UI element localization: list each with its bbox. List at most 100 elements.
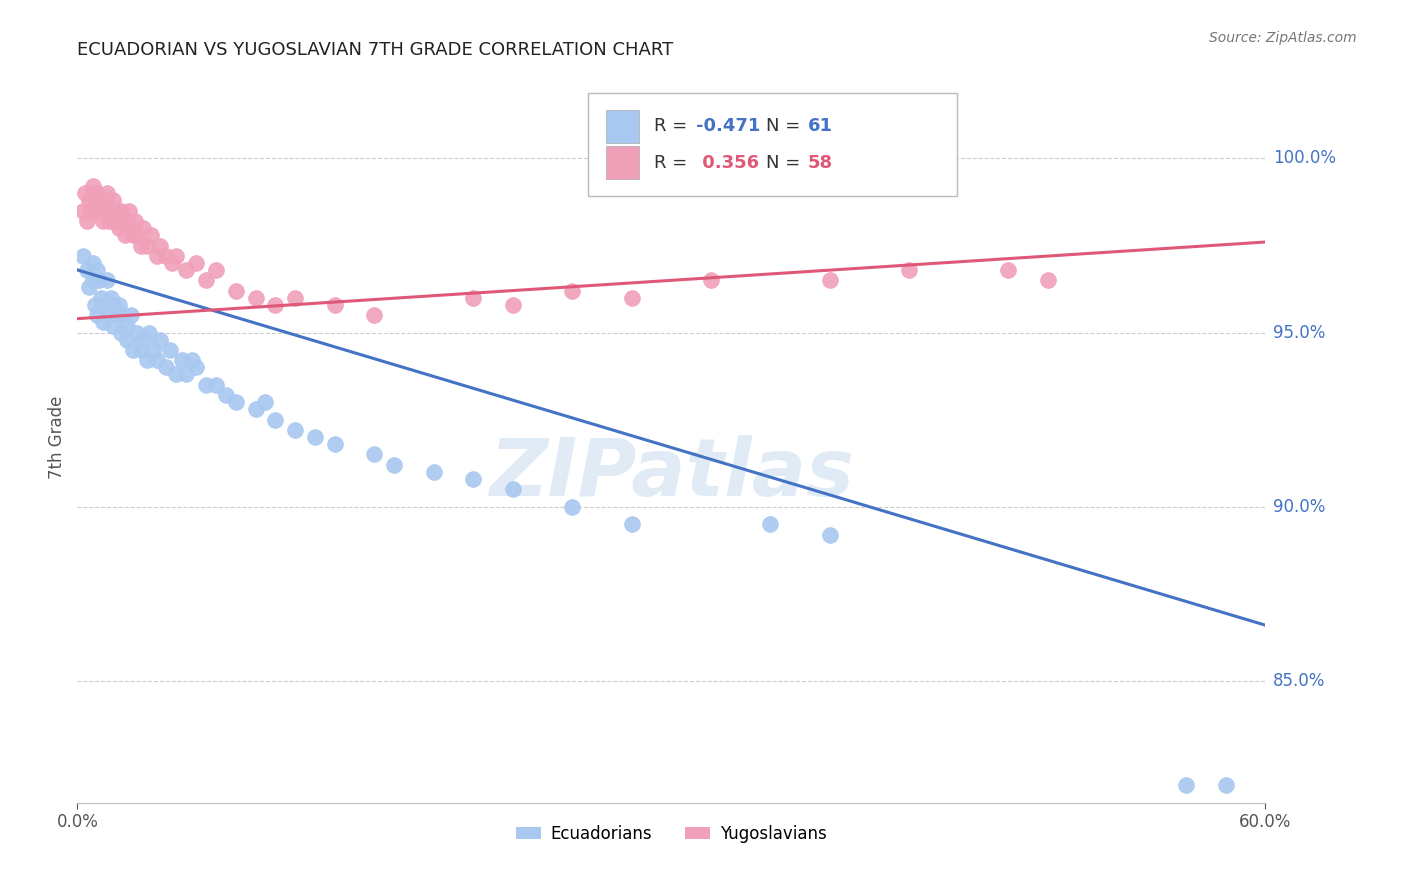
Point — [115, 214, 138, 228]
Point — [225, 395, 247, 409]
Point — [77, 193, 100, 207]
Point — [90, 203, 112, 218]
Point — [115, 333, 138, 347]
Point — [284, 291, 307, 305]
Point — [96, 203, 118, 218]
Legend: Ecuadorians, Yugoslavians: Ecuadorians, Yugoslavians — [509, 818, 834, 849]
Point — [149, 333, 172, 347]
Text: 85.0%: 85.0% — [1274, 672, 1326, 690]
Text: 0.356: 0.356 — [696, 153, 759, 172]
Point — [997, 263, 1019, 277]
Point — [174, 263, 197, 277]
Point — [129, 343, 152, 357]
Point — [463, 472, 485, 486]
Point — [100, 291, 122, 305]
Text: ECUADORIAN VS YUGOSLAVIAN 7TH GRADE CORRELATION CHART: ECUADORIAN VS YUGOSLAVIAN 7TH GRADE CORR… — [77, 41, 673, 59]
Point — [87, 193, 110, 207]
Point — [620, 291, 643, 305]
Point — [818, 273, 841, 287]
Point — [382, 458, 405, 472]
Point — [120, 221, 142, 235]
Text: ZIPatlas: ZIPatlas — [489, 434, 853, 513]
Point — [149, 238, 172, 252]
Point — [195, 273, 218, 287]
Point — [818, 527, 841, 541]
Point — [125, 326, 148, 340]
Point — [84, 298, 107, 312]
Point — [264, 298, 287, 312]
Point — [363, 308, 385, 322]
Point — [105, 308, 128, 322]
Text: 61: 61 — [808, 117, 832, 136]
Point — [620, 517, 643, 532]
Point — [87, 273, 110, 287]
Point — [284, 423, 307, 437]
Point — [72, 203, 94, 218]
Text: 58: 58 — [808, 153, 834, 172]
Point — [195, 377, 218, 392]
Point — [463, 291, 485, 305]
Point — [561, 500, 583, 514]
Point — [363, 448, 385, 462]
Point — [72, 249, 94, 263]
Point — [131, 333, 153, 347]
Point — [121, 228, 143, 243]
Point — [100, 203, 122, 218]
Point — [155, 249, 177, 263]
Bar — [606, 110, 640, 143]
Point — [110, 326, 132, 340]
Point — [225, 284, 247, 298]
Point — [86, 263, 108, 277]
Point — [159, 343, 181, 357]
Point — [91, 315, 114, 329]
Point — [304, 430, 326, 444]
Point — [91, 214, 114, 228]
Point — [323, 437, 346, 451]
Point — [131, 221, 153, 235]
Point — [82, 256, 104, 270]
Point — [96, 186, 118, 201]
Point — [118, 203, 141, 218]
Point — [245, 402, 267, 417]
Point — [759, 517, 782, 532]
Point — [86, 308, 108, 322]
Point — [139, 228, 162, 243]
Point — [205, 377, 228, 392]
Point — [80, 203, 103, 218]
Text: -0.471: -0.471 — [696, 117, 761, 136]
Point — [101, 193, 124, 207]
Text: Source: ZipAtlas.com: Source: ZipAtlas.com — [1209, 31, 1357, 45]
Point — [165, 368, 187, 382]
Point — [90, 291, 112, 305]
Point — [162, 256, 184, 270]
Point — [104, 214, 127, 228]
Point — [108, 221, 131, 235]
Point — [76, 214, 98, 228]
Point — [125, 228, 148, 243]
Point — [323, 298, 346, 312]
Point — [502, 298, 524, 312]
Point — [91, 298, 114, 312]
Point — [155, 360, 177, 375]
Text: 90.0%: 90.0% — [1274, 498, 1326, 516]
Point — [423, 465, 446, 479]
FancyBboxPatch shape — [588, 94, 956, 195]
Point — [94, 193, 117, 207]
Point — [98, 214, 121, 228]
Text: N =: N = — [766, 117, 807, 136]
Point — [105, 203, 128, 218]
Point — [1215, 778, 1237, 792]
Text: 100.0%: 100.0% — [1274, 150, 1336, 168]
Point — [205, 263, 228, 277]
Point — [98, 308, 121, 322]
Point — [145, 353, 167, 368]
Point — [86, 186, 108, 201]
Point — [84, 193, 107, 207]
Point — [172, 353, 194, 368]
Point — [76, 263, 98, 277]
Point — [502, 483, 524, 497]
Point — [101, 318, 124, 333]
Point — [254, 395, 277, 409]
Point — [111, 308, 134, 322]
Point — [145, 249, 167, 263]
